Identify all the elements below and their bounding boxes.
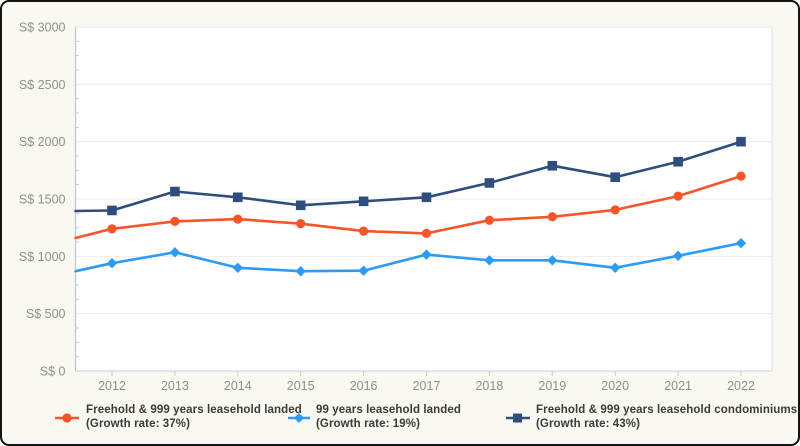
data-point bbox=[610, 262, 621, 273]
x-axis-label: 2022 bbox=[727, 379, 755, 393]
x-axis-label: 2015 bbox=[287, 379, 315, 393]
data-point bbox=[421, 192, 432, 203]
data-point bbox=[484, 215, 494, 225]
data-point bbox=[736, 136, 746, 147]
data-point bbox=[233, 214, 243, 224]
data-point bbox=[673, 156, 683, 167]
series-line-0 bbox=[74, 174, 743, 240]
data-point bbox=[673, 191, 683, 201]
y-axis-label: S$ 1500 bbox=[19, 193, 66, 207]
data-point bbox=[484, 255, 495, 266]
data-point bbox=[232, 262, 243, 273]
data-point bbox=[735, 237, 747, 249]
x-axis-label: 2014 bbox=[224, 379, 252, 393]
y-axis-label: S$ 2500 bbox=[19, 78, 66, 92]
data-point bbox=[672, 250, 684, 261]
y-axis-label: S$ 500 bbox=[26, 307, 66, 321]
data-point bbox=[296, 219, 306, 229]
data-point bbox=[107, 224, 117, 234]
data-point bbox=[547, 255, 558, 266]
data-point bbox=[547, 212, 557, 222]
data-point bbox=[610, 205, 620, 215]
data-point bbox=[170, 216, 180, 226]
series-line-2 bbox=[74, 140, 743, 213]
data-point bbox=[106, 258, 118, 269]
x-axis-label: 2019 bbox=[538, 379, 566, 393]
y-axis-label: S$ 2000 bbox=[19, 135, 66, 149]
data-point bbox=[233, 192, 243, 203]
data-point bbox=[295, 200, 306, 211]
x-axis-label: 2020 bbox=[601, 379, 629, 393]
series-line-1 bbox=[74, 241, 743, 273]
x-axis-label: 2012 bbox=[98, 379, 126, 393]
data-point bbox=[295, 266, 306, 277]
data-point bbox=[421, 228, 432, 238]
y-axis-label: S$ 0 bbox=[40, 365, 66, 379]
x-axis-label: 2018 bbox=[475, 379, 503, 393]
data-point bbox=[358, 265, 369, 276]
data-point bbox=[358, 196, 369, 207]
data-point bbox=[170, 186, 180, 197]
data-point bbox=[107, 205, 117, 216]
data-point bbox=[484, 178, 495, 188]
x-axis-label: 2016 bbox=[350, 379, 378, 393]
data-point bbox=[359, 226, 369, 236]
x-axis-label: 2021 bbox=[664, 379, 692, 393]
data-point bbox=[610, 172, 620, 183]
y-axis-label: S$ 1000 bbox=[19, 250, 66, 264]
data-point bbox=[547, 160, 558, 171]
data-point bbox=[169, 247, 181, 258]
data-point bbox=[736, 171, 746, 181]
x-axis-label: 2013 bbox=[161, 379, 189, 393]
data-point bbox=[421, 249, 432, 260]
x-axis-label: 2017 bbox=[413, 379, 441, 393]
y-axis-label: S$ 3000 bbox=[19, 21, 66, 35]
